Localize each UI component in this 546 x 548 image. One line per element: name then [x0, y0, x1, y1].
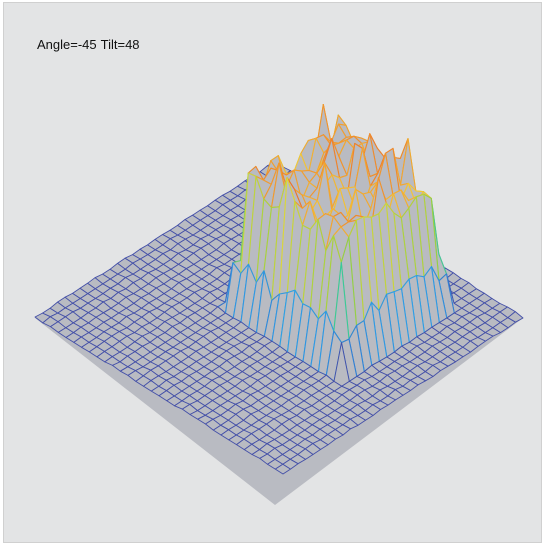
view-label: Angle=-45 Tilt=48 [37, 37, 140, 52]
tilt-label: Tilt=48 [100, 37, 140, 52]
surface-cell [274, 463, 291, 475]
angle-label: Angle=-45 [37, 37, 97, 52]
